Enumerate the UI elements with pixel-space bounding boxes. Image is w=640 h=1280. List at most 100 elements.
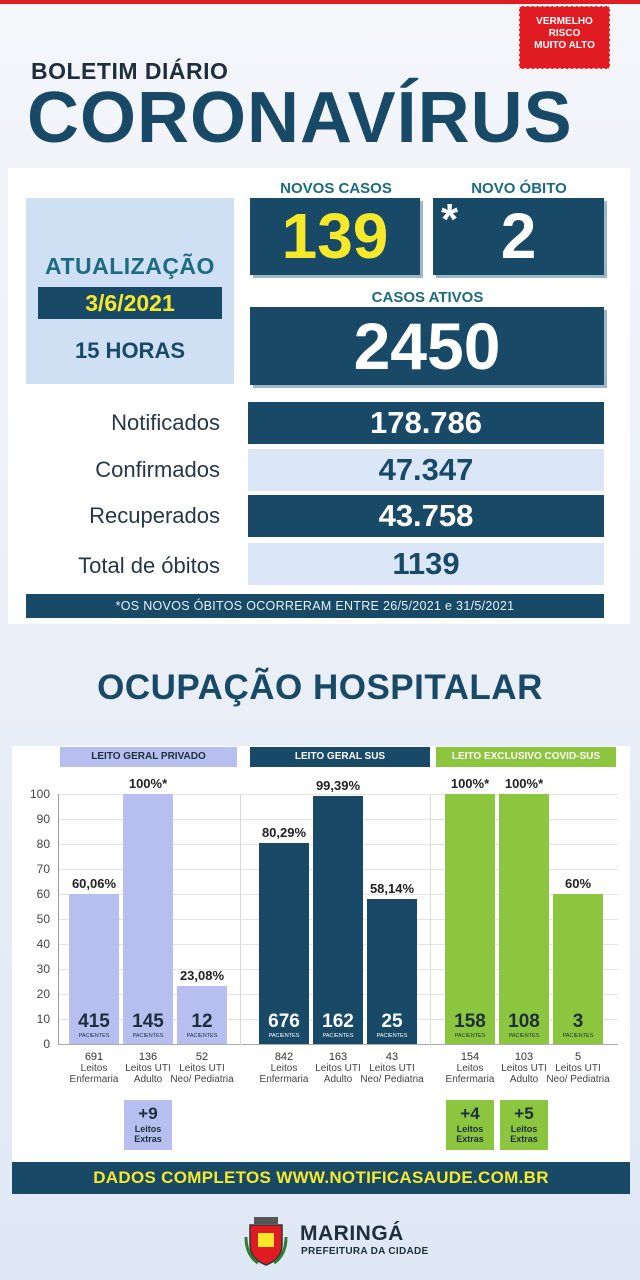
hospital-occupancy-title: OCUPAÇÃO HOSPITALAR: [97, 668, 543, 707]
bed-type: Leitos Enfermaria: [69, 1063, 119, 1085]
extra-beds-badge: +5 Leitos Extras: [500, 1100, 548, 1150]
occupancy-bar: [499, 794, 549, 1044]
group-separator: [240, 794, 241, 1045]
bar-percent-label: 100%*: [450, 776, 490, 791]
patients-label: PACIENTES: [376, 1033, 408, 1039]
patients-count: 12: [191, 1011, 213, 1032]
bed-type: Leitos UTI Neo/ Pediatria: [170, 1063, 234, 1085]
patients-count: 162: [322, 1011, 354, 1032]
city-coat-of-arms-icon: [244, 1217, 288, 1266]
new-deaths-value: 2: [500, 200, 537, 272]
occupancy-bar: [445, 794, 495, 1044]
bar-percent-label: 99,39%: [315, 777, 361, 793]
stat-label-confirmed: Confirmados: [95, 457, 220, 482]
extra-beds-badge: +4 Leitos Extras: [446, 1100, 494, 1150]
occupancy-bar: [123, 794, 173, 1044]
patients-label: PACIENTES: [78, 1033, 110, 1039]
deaths-footnote: *OS NOVOS ÓBITOS OCORRERAM ENTRE 26/5/20…: [26, 594, 604, 618]
patients-label: PACIENTES: [322, 1033, 354, 1039]
occupancy-bar: [367, 898, 417, 1044]
update-label: ATUALIZAÇÃO: [45, 253, 215, 279]
bed-capacity: 136 Leitos UTI Adulto: [116, 1051, 180, 1086]
y-tick-label: 50: [36, 912, 50, 926]
new-cases-value: 139: [250, 198, 420, 275]
extra-beds-label: Leitos Extras: [134, 1124, 162, 1144]
bed-capacity: 154 Leitos Enfermaria: [438, 1051, 502, 1086]
risk-line-2: RISCO: [548, 28, 581, 39]
bar-percent-label: 100%*: [504, 776, 544, 791]
group-title: LEITO GERAL SUS: [250, 747, 430, 767]
update-date: 3/6/2021: [38, 287, 222, 319]
bar-percent-label: 58,14%: [369, 880, 415, 896]
update-hour: 15 HORAS: [74, 338, 186, 363]
y-tick-label: 90: [36, 812, 50, 826]
stat-value-notified: 178.786: [248, 402, 604, 444]
extra-beds-badge: +9 Leitos Extras: [124, 1100, 172, 1150]
bed-type: Leitos UTI Adulto: [315, 1063, 361, 1085]
y-tick-label: 40: [36, 937, 50, 951]
group-title: LEITO GERAL PRIVADO: [60, 747, 237, 767]
stat-value-recovered: 43.758: [248, 495, 604, 537]
patients-count: 108: [508, 1011, 540, 1032]
death-footnote-marker: *: [441, 195, 459, 244]
y-tick-label: 30: [36, 962, 50, 976]
patients-count: 3: [572, 1011, 584, 1032]
bed-count: 103: [514, 1051, 534, 1063]
risk-line-3: MUITO ALTO: [534, 40, 595, 51]
extra-beds-count: +5: [514, 1104, 534, 1123]
new-deaths-box: * 2: [433, 198, 604, 275]
bed-capacity: 52 Leitos UTI Neo/ Pediatria: [170, 1052, 234, 1086]
bar-percent-label: 100%*: [128, 776, 168, 791]
patients-count: 158: [454, 1011, 486, 1032]
bed-count: 136: [138, 1051, 158, 1063]
patients-label: PACIENTES: [268, 1033, 300, 1039]
bed-count: 154: [460, 1051, 480, 1063]
bed-capacity: 5 Leitos UTI Neo/ Pediatria: [546, 1052, 610, 1086]
bar-percent-label: 60,06%: [71, 875, 117, 891]
bar-percent-label: 23,08%: [179, 968, 225, 984]
bed-capacity: 103 Leitos UTI Adulto: [492, 1051, 556, 1086]
active-cases-label: CASOS ATIVOS: [371, 289, 484, 306]
y-tick-label: 0: [43, 1037, 50, 1051]
new-cases-label: NOVOS CASOS: [280, 180, 392, 197]
city-name: MARINGÁ: [300, 1222, 404, 1245]
y-tick-label: 80: [36, 837, 50, 851]
y-axis-line: [58, 794, 59, 1045]
extra-beds-label: Leitos Extras: [510, 1124, 538, 1144]
bed-count: 163: [328, 1051, 348, 1063]
gridline: [58, 794, 618, 795]
risk-badge: VERMELHO RISCO MUITO ALTO: [519, 6, 610, 69]
x-axis-line: [58, 1044, 618, 1045]
group-title: LEITO EXCLUSIVO COVID-SUS: [436, 747, 616, 767]
group-separator: [430, 794, 431, 1045]
occupancy-bar: [177, 986, 227, 1044]
y-tick-label: 60: [36, 887, 50, 901]
bed-capacity: 43 Leitos UTI Neo/ Pediatria: [360, 1052, 424, 1086]
y-tick-label: 20: [36, 987, 50, 1001]
patients-label: PACIENTES: [186, 1033, 218, 1039]
occupancy-bar: [553, 894, 603, 1044]
bed-type: Leitos UTI Adulto: [501, 1063, 547, 1085]
extra-beds-count: +9: [138, 1104, 158, 1123]
bed-type: Leitos Enfermaria: [259, 1063, 309, 1085]
patients-count: 676: [268, 1011, 300, 1032]
bed-capacity: 842 Leitos Enfermaria: [252, 1052, 316, 1086]
bed-type: Leitos UTI Neo/ Pediatria: [360, 1063, 424, 1085]
bed-type: Leitos Enfermaria: [445, 1063, 495, 1085]
extra-beds-label: Leitos Extras: [456, 1124, 484, 1144]
stat-value-total-deaths: 1139: [248, 543, 604, 585]
bed-type: Leitos UTI Adulto: [125, 1063, 171, 1085]
bed-count: 691: [84, 1051, 104, 1063]
patients-label: PACIENTES: [454, 1033, 486, 1039]
patients-count: 415: [78, 1011, 110, 1032]
bed-capacity: 691 Leitos Enfermaria: [62, 1051, 126, 1086]
bar-percent-label: 80,29%: [261, 825, 307, 841]
bulletin-subtitle: BOLETIM DIÁRIO: [31, 58, 229, 84]
top-accent-bar: [0, 0, 640, 4]
patients-label: PACIENTES: [508, 1033, 540, 1039]
new-deaths-label: NOVO ÓBITO: [471, 180, 567, 197]
occupancy-bar: [313, 795, 363, 1044]
page-title: CORONAVÍRUS: [27, 78, 573, 158]
y-tick-label: 10: [36, 1012, 50, 1026]
y-tick-label: 70: [36, 862, 50, 876]
